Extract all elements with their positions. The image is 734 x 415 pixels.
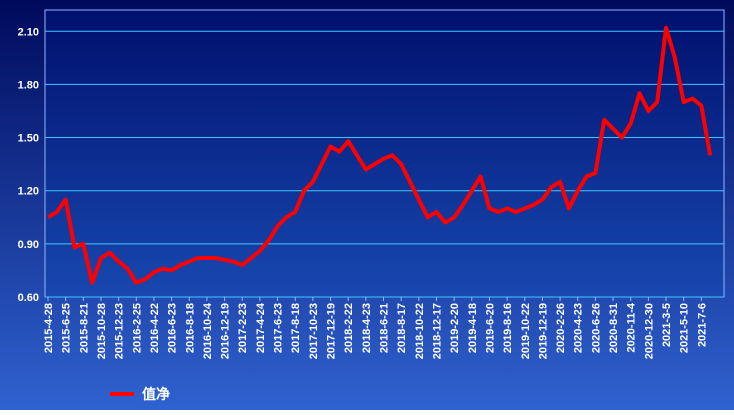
x-tick-label: 2015-6-25 xyxy=(61,303,73,353)
x-tick-label: 2020-8-31 xyxy=(608,303,620,353)
x-tick-label: 2018-2-22 xyxy=(343,303,355,353)
x-tick-label: 2019-8-16 xyxy=(502,303,514,353)
x-tick-label: 2021-7-6 xyxy=(696,303,708,347)
x-tick-label: 2020-4-23 xyxy=(573,303,585,353)
legend-label: 值净 xyxy=(142,386,170,402)
x-tick-label: 2017-4-24 xyxy=(255,302,267,353)
x-tick-label: 2016-12-19 xyxy=(220,303,232,359)
x-tick-label: 2019-6-20 xyxy=(484,303,496,353)
x-tick-label: 2015-10-28 xyxy=(96,303,108,359)
x-tick-label: 2019-2-20 xyxy=(449,303,461,353)
x-tick-label: 2015-4-28 xyxy=(43,303,55,353)
x-tick-label: 2020-12-30 xyxy=(643,303,655,359)
x-tick-label: 2015-12-23 xyxy=(114,303,126,359)
x-tick-label: 2016-4-22 xyxy=(149,303,161,353)
x-tick-label: 2018-4-23 xyxy=(361,303,373,353)
y-tick-label: 1.20 xyxy=(18,186,39,198)
x-tick-label: 2019-12-19 xyxy=(537,303,549,359)
x-tick-label: 2019-4-18 xyxy=(467,303,479,353)
x-tick-label: 2020-11-4 xyxy=(626,302,638,352)
y-tick-label: 1.50 xyxy=(18,133,39,145)
x-tick-label: 2018-10-22 xyxy=(414,303,426,359)
x-tick-label: 2018-6-21 xyxy=(379,303,391,353)
x-tick-label: 2018-8-17 xyxy=(396,303,408,353)
x-tick-label: 2017-2-23 xyxy=(237,303,249,353)
x-tick-label: 2015-8-21 xyxy=(78,303,90,353)
x-tick-label: 2017-8-18 xyxy=(290,303,302,353)
x-tick-label: 2017-12-19 xyxy=(326,303,338,359)
x-tick-label: 2021-3-5 xyxy=(661,303,673,347)
x-tick-label: 2016-8-18 xyxy=(184,303,196,353)
x-tick-label: 2020-2-26 xyxy=(555,303,567,353)
x-tick-label: 2016-10-24 xyxy=(202,302,214,359)
x-tick-label: 2018-12-17 xyxy=(431,303,443,359)
y-tick-label: 0.60 xyxy=(18,292,39,304)
plot-area xyxy=(44,9,725,298)
x-tick-label: 2020-6-26 xyxy=(590,303,602,353)
y-tick-label: 1.80 xyxy=(18,79,39,91)
x-tick-label: 2016-2-25 xyxy=(131,303,143,353)
y-tick-label: 2.10 xyxy=(18,26,39,38)
x-tick-label: 2021-5-10 xyxy=(679,303,691,353)
x-tick-label: 2016-6-23 xyxy=(167,303,179,353)
x-tick-label: 2017-10-23 xyxy=(308,303,320,359)
line xyxy=(46,25,713,285)
x-tick-label: 2017-6-23 xyxy=(273,303,285,353)
y-tick-label: 0.90 xyxy=(18,239,39,251)
x-tick-label: 2019-10-22 xyxy=(520,303,532,359)
